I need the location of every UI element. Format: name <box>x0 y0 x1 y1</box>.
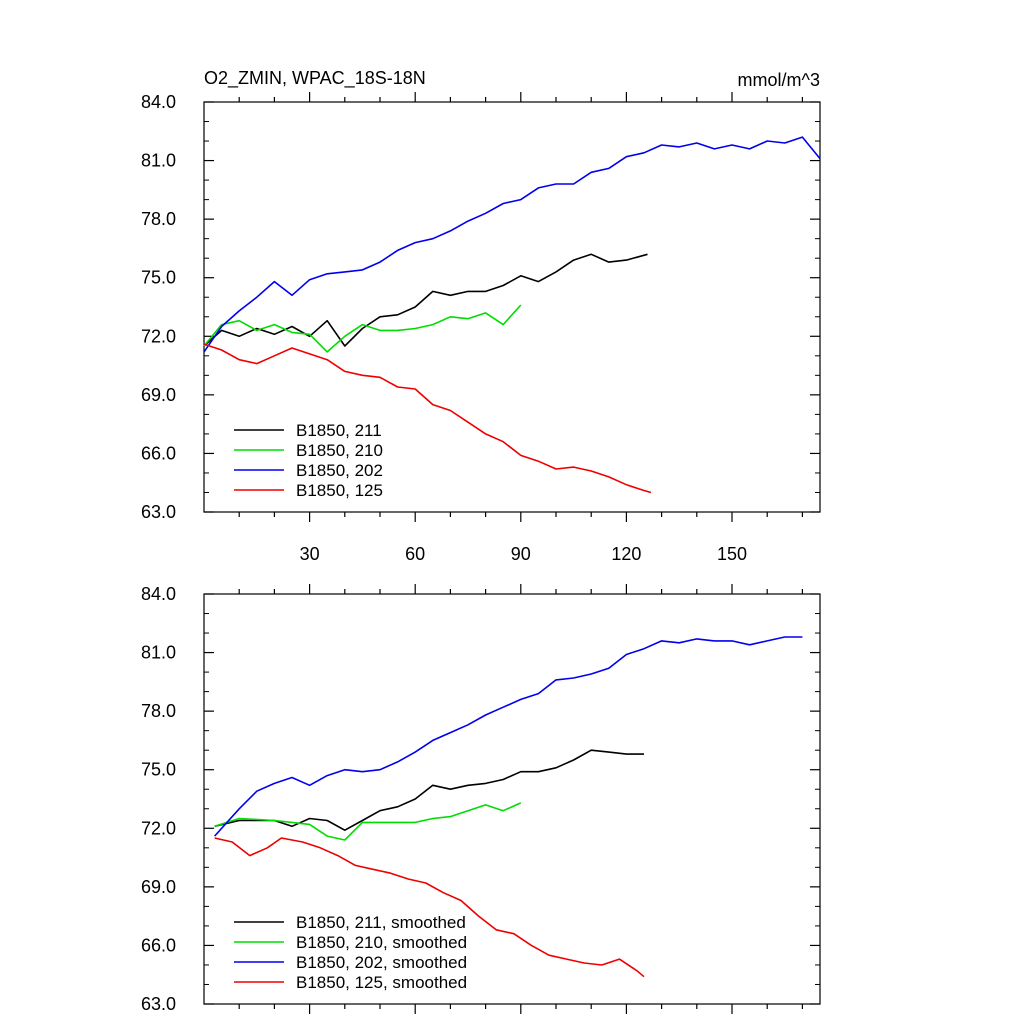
y-tick-label: 63.0 <box>141 502 176 522</box>
bottom-series-lines <box>214 636 803 978</box>
series-line-1 <box>203 304 522 353</box>
y-tick-label: 63.0 <box>141 994 176 1014</box>
top-series-lines <box>203 136 821 494</box>
top-panel: O2_ZMIN, WPAC_18S-18N mmol/m^3 63.066.06… <box>141 68 821 564</box>
bottom-panel: 63.0 66.0 69.0 72.0 75.0 78.0 81.0 84.0 B1850, … <box>141 584 821 1014</box>
series-line-2 <box>203 136 821 353</box>
y-tick-label: 69.0 <box>141 877 176 897</box>
y-tick-label: 78.0 <box>141 209 176 229</box>
x-tick-label: 90 <box>511 544 531 564</box>
y-tick-label: 72.0 <box>141 326 176 346</box>
top-y-ticks: 63.0 66.0 69.0 72.0 75.0 78.0 81.0 84.0 <box>141 92 820 522</box>
x-tick-label: 120 <box>611 544 641 564</box>
series-line-1 <box>214 802 522 841</box>
y-tick-label: 78.0 <box>141 701 176 721</box>
series-line-0 <box>203 253 648 347</box>
legend-label: B1850, 210, smoothed <box>296 933 467 952</box>
y-tick-label: 81.0 <box>141 643 176 663</box>
y-tick-label: 75.0 <box>141 268 176 288</box>
x-tick-label: 60 <box>405 544 425 564</box>
y-tick-label: 66.0 <box>141 443 176 463</box>
y-tick-label: 69.0 <box>141 385 176 405</box>
legend-label: B1850, 202, smoothed <box>296 953 467 972</box>
series-line-3 <box>203 343 652 494</box>
y-tick-label: 81.0 <box>141 151 176 171</box>
top-title-right: mmol/m^3 <box>738 70 820 90</box>
bottom-y-ticks: 63.0 66.0 69.0 72.0 75.0 78.0 81.0 84.0 <box>141 584 820 1014</box>
y-tick-label: 72.0 <box>141 818 176 838</box>
y-tick-label: 84.0 <box>141 92 176 112</box>
legend-label: B1850, 125, smoothed <box>296 973 467 992</box>
top-plot-frame <box>203 101 821 513</box>
bottom-plot-frame <box>203 593 821 1005</box>
series-line-2 <box>214 636 803 837</box>
series-line-0 <box>214 749 644 832</box>
legend-label: B1850, 202 <box>296 461 383 480</box>
legend-label: B1850, 210 <box>296 441 383 460</box>
bottom-x-ticks <box>238 584 804 1014</box>
legend-label: B1850, 125 <box>296 481 383 500</box>
y-tick-label: 66.0 <box>141 935 176 955</box>
legend-label: B1850, 211 <box>296 421 382 440</box>
top-x-ticks: 30 60 90 120 150 <box>238 92 804 564</box>
x-tick-label: 30 <box>300 544 320 564</box>
series-line-3 <box>214 837 645 978</box>
y-tick-label: 75.0 <box>141 760 176 780</box>
legend-label: B1850, 211, smoothed <box>296 913 466 932</box>
y-tick-label: 84.0 <box>141 584 176 604</box>
x-tick-label: 150 <box>717 544 747 564</box>
top-title-left: O2_ZMIN, WPAC_18S-18N <box>204 68 426 89</box>
